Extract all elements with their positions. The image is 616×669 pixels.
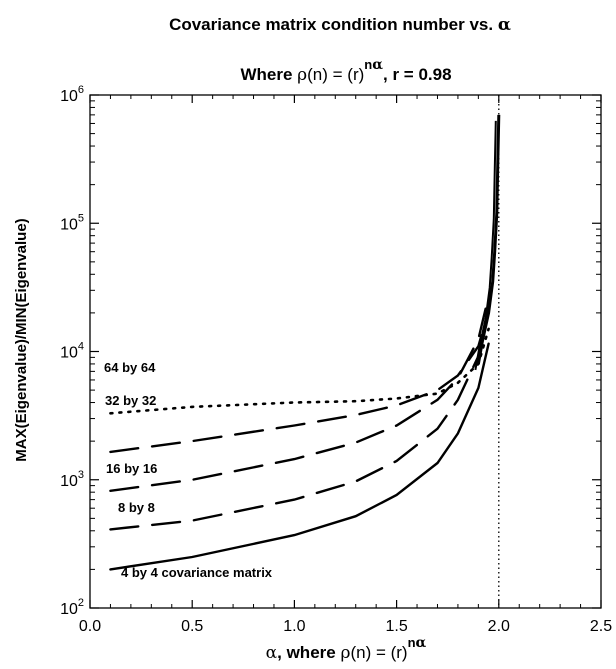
y-tick-label: 103 [60, 469, 84, 490]
series-label-8: 8 by 8 [118, 500, 155, 515]
x-tick-label: 0.0 [79, 618, 101, 635]
series-label-64: 64 by 64 [104, 360, 156, 375]
x-tick-label: 0.5 [181, 618, 203, 635]
spike-line [476, 114, 501, 365]
series-label-4: 4 by 4 covariance matrix [121, 565, 273, 580]
y-tick-label: 102 [60, 597, 84, 618]
series-line-2 [109, 295, 490, 492]
x-axis-label: α, where ρ(n) = (r)nα [266, 635, 427, 663]
axis-ticks: 0.0 0.5 1.0 1.5 2.0 2.5 102 103 104 105 106 [60, 84, 612, 635]
series-line-0 [109, 342, 490, 571]
x-tick-label: 1.0 [283, 618, 305, 635]
series-label-32: 32 by 32 [105, 393, 156, 408]
series-line-4 [109, 327, 490, 415]
series-label-16: 16 by 16 [106, 461, 157, 476]
x-tick-label: 1.5 [385, 618, 407, 635]
y-tick-label: 104 [60, 341, 84, 362]
chart-subtitle: Where ρ(n) = (r)nα, r = 0.98 [240, 57, 451, 85]
spike-line-2 [474, 120, 497, 371]
x-tick-label: 2.5 [590, 618, 612, 635]
series-line-3 [109, 309, 490, 454]
data-series [109, 95, 501, 608]
x-tick-label: 2.0 [488, 618, 510, 635]
plot-frame [89, 94, 602, 609]
series-line-1 [109, 311, 490, 531]
y-axis-label: MAX(Eigenvalue)/MIN(Eigenvalue) [13, 218, 30, 461]
y-tick-label: 106 [60, 84, 84, 105]
y-tick-label: 105 [60, 212, 84, 233]
chart-title: Covariance matrix condition number vs. α [169, 15, 511, 35]
